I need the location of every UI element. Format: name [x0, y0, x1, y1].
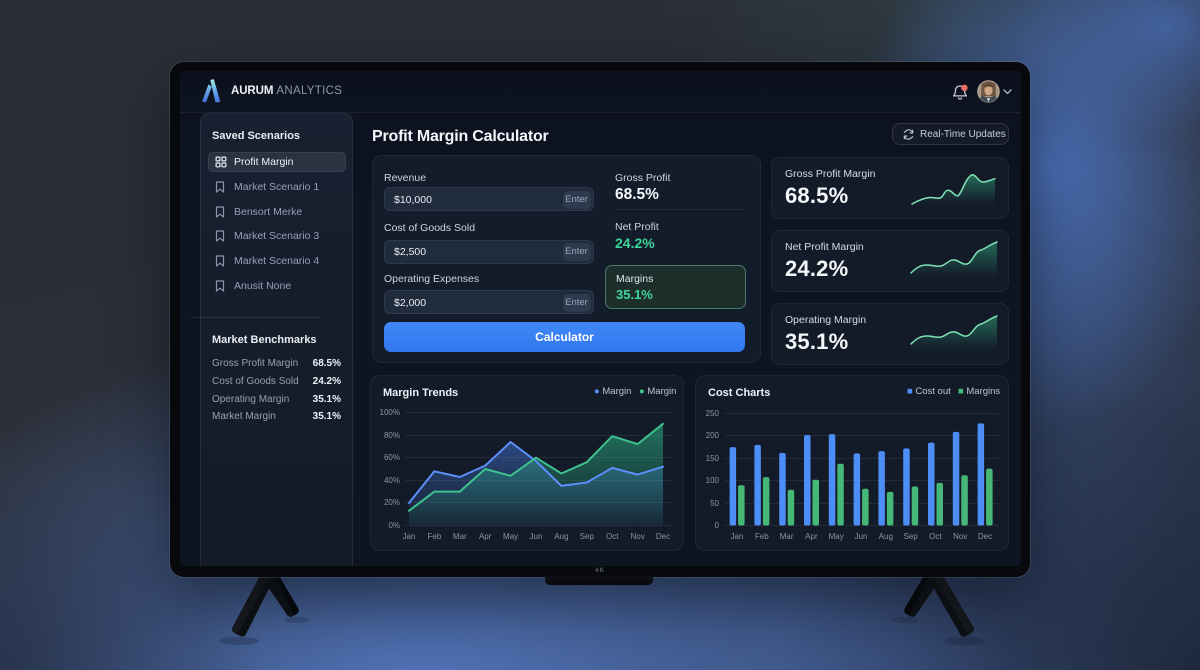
svg-text:Mar: Mar: [453, 532, 467, 541]
svg-text:May: May: [503, 532, 518, 541]
svg-text:250: 250: [706, 409, 720, 418]
svg-text:Oct: Oct: [929, 532, 942, 541]
svg-text:Sep: Sep: [580, 532, 595, 541]
svg-text:100%: 100%: [380, 408, 400, 417]
svg-text:Mar: Mar: [780, 532, 794, 541]
svg-text:Aug: Aug: [879, 532, 893, 541]
svg-text:Aug: Aug: [554, 532, 568, 541]
svg-text:Apr: Apr: [479, 532, 492, 541]
svg-text:20%: 20%: [384, 498, 400, 507]
svg-text:Nov: Nov: [953, 532, 967, 541]
svg-text:Feb: Feb: [428, 532, 442, 541]
svg-text:Apr: Apr: [805, 532, 818, 541]
svg-text:May: May: [829, 532, 844, 541]
svg-text:0: 0: [715, 521, 720, 530]
svg-text:150: 150: [706, 454, 720, 463]
svg-text:50: 50: [710, 499, 719, 508]
svg-text:Dec: Dec: [978, 532, 992, 541]
svg-text:Oct: Oct: [606, 532, 619, 541]
svg-text:0%: 0%: [388, 521, 400, 530]
svg-text:40%: 40%: [384, 476, 400, 485]
svg-text:60%: 60%: [384, 453, 400, 462]
svg-text:Jan: Jan: [403, 532, 416, 541]
svg-text:Jan: Jan: [731, 532, 744, 541]
svg-text:Dec: Dec: [656, 532, 670, 541]
svg-text:100: 100: [706, 476, 720, 485]
svg-text:Jun: Jun: [530, 532, 543, 541]
svg-text:Sep: Sep: [903, 532, 918, 541]
svg-text:Jun: Jun: [855, 532, 868, 541]
svg-text:200: 200: [706, 431, 720, 440]
svg-text:Feb: Feb: [755, 532, 769, 541]
svg-text:Nov: Nov: [630, 532, 644, 541]
svg-text:80%: 80%: [384, 431, 400, 440]
